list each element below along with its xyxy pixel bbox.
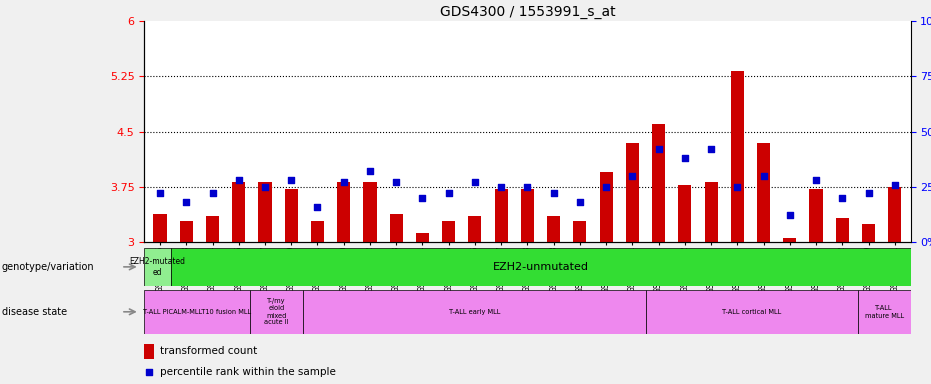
Bar [757,142,770,242]
Bar [600,172,613,242]
Bar [809,189,823,242]
Point [835,195,850,201]
Bar [154,214,167,242]
Point [678,155,693,161]
Bar [547,216,560,242]
Point [861,190,876,197]
Point [756,173,771,179]
Point [573,199,587,205]
Point [809,177,824,183]
Bar [468,216,481,242]
Point [258,184,273,190]
Point [153,190,168,197]
Bar [836,218,849,242]
Text: EZH2-mutated
ed: EZH2-mutated ed [129,257,185,276]
Bar [705,182,718,242]
Point [415,195,430,201]
Bar [862,223,875,242]
Bar [442,221,455,242]
Bar [232,182,246,242]
Bar [206,216,219,242]
Point [142,369,156,376]
Point [310,204,325,210]
Point [231,177,246,183]
Point [546,190,561,197]
Bar [520,189,534,242]
Bar [783,238,796,242]
Point [704,146,719,152]
Bar [363,182,376,242]
Bar [888,187,901,242]
Bar [259,182,272,242]
Bar [416,233,429,242]
Title: GDS4300 / 1553991_s_at: GDS4300 / 1553991_s_at [439,5,615,19]
Point [179,199,194,205]
Bar [337,182,350,242]
Point [782,212,797,218]
Point [651,146,666,152]
Bar [311,221,324,242]
Bar [144,290,250,334]
Text: transformed count: transformed count [159,346,257,356]
Point [467,179,482,185]
Bar [652,124,665,242]
Bar [857,290,911,334]
Bar [390,214,403,242]
Bar [250,290,303,334]
Point [205,190,220,197]
Bar [285,189,298,242]
Point [493,184,508,190]
Point [441,190,456,197]
Point [336,179,351,185]
Point [284,177,299,183]
Text: percentile rank within the sample: percentile rank within the sample [159,367,335,377]
Bar [303,290,646,334]
Bar [679,185,692,242]
Text: T-ALL early MLL: T-ALL early MLL [449,309,500,315]
Bar [180,221,193,242]
Bar [144,248,170,286]
Point [625,173,640,179]
Bar [626,142,639,242]
Bar [144,344,154,359]
Text: T-ALL PICALM-MLLT10 fusion MLL: T-ALL PICALM-MLLT10 fusion MLL [143,309,251,315]
Point [730,184,745,190]
Text: T-ALL cortical MLL: T-ALL cortical MLL [722,309,782,315]
Point [362,168,377,174]
Point [887,182,902,188]
Text: T-/my
eloid
mixed
acute ll: T-/my eloid mixed acute ll [264,298,289,326]
Text: EZH2-unmutated: EZH2-unmutated [492,262,588,272]
Point [389,179,404,185]
Text: T-ALL
mature MLL: T-ALL mature MLL [865,306,904,318]
Point [519,184,534,190]
Bar [731,71,744,242]
Bar [573,221,587,242]
Text: disease state: disease state [2,307,67,317]
Text: genotype/variation: genotype/variation [2,262,94,272]
Point [599,184,614,190]
Bar [646,290,857,334]
Bar [494,189,507,242]
